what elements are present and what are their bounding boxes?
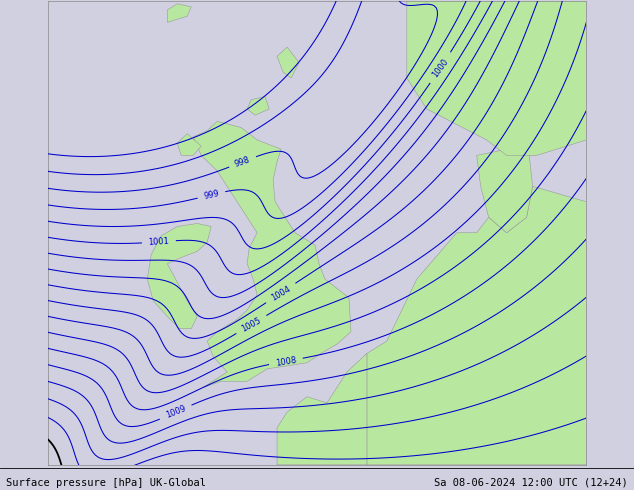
- Text: 1010: 1010: [17, 369, 40, 383]
- Text: 1008: 1008: [275, 355, 297, 368]
- Text: Surface pressure [hPa] UK-Global: Surface pressure [hPa] UK-Global: [6, 478, 206, 488]
- Text: 1013: 1013: [205, 468, 228, 480]
- Polygon shape: [247, 97, 269, 115]
- Polygon shape: [193, 122, 351, 388]
- Text: 1012: 1012: [0, 392, 10, 407]
- Text: 1000: 1000: [430, 57, 450, 79]
- Polygon shape: [277, 353, 367, 465]
- Polygon shape: [477, 149, 533, 233]
- Text: 1004: 1004: [269, 284, 292, 302]
- Polygon shape: [178, 134, 201, 155]
- Text: 1009: 1009: [164, 404, 187, 420]
- Polygon shape: [407, 0, 586, 155]
- Text: 1005: 1005: [240, 316, 262, 333]
- Text: 999: 999: [203, 189, 220, 201]
- Polygon shape: [367, 186, 586, 465]
- Text: 1001: 1001: [148, 237, 170, 247]
- Polygon shape: [147, 223, 211, 329]
- Polygon shape: [167, 4, 191, 23]
- Polygon shape: [277, 47, 299, 78]
- Text: Sa 08-06-2024 12:00 UTC (12+24): Sa 08-06-2024 12:00 UTC (12+24): [434, 478, 628, 488]
- Text: 998: 998: [233, 155, 252, 169]
